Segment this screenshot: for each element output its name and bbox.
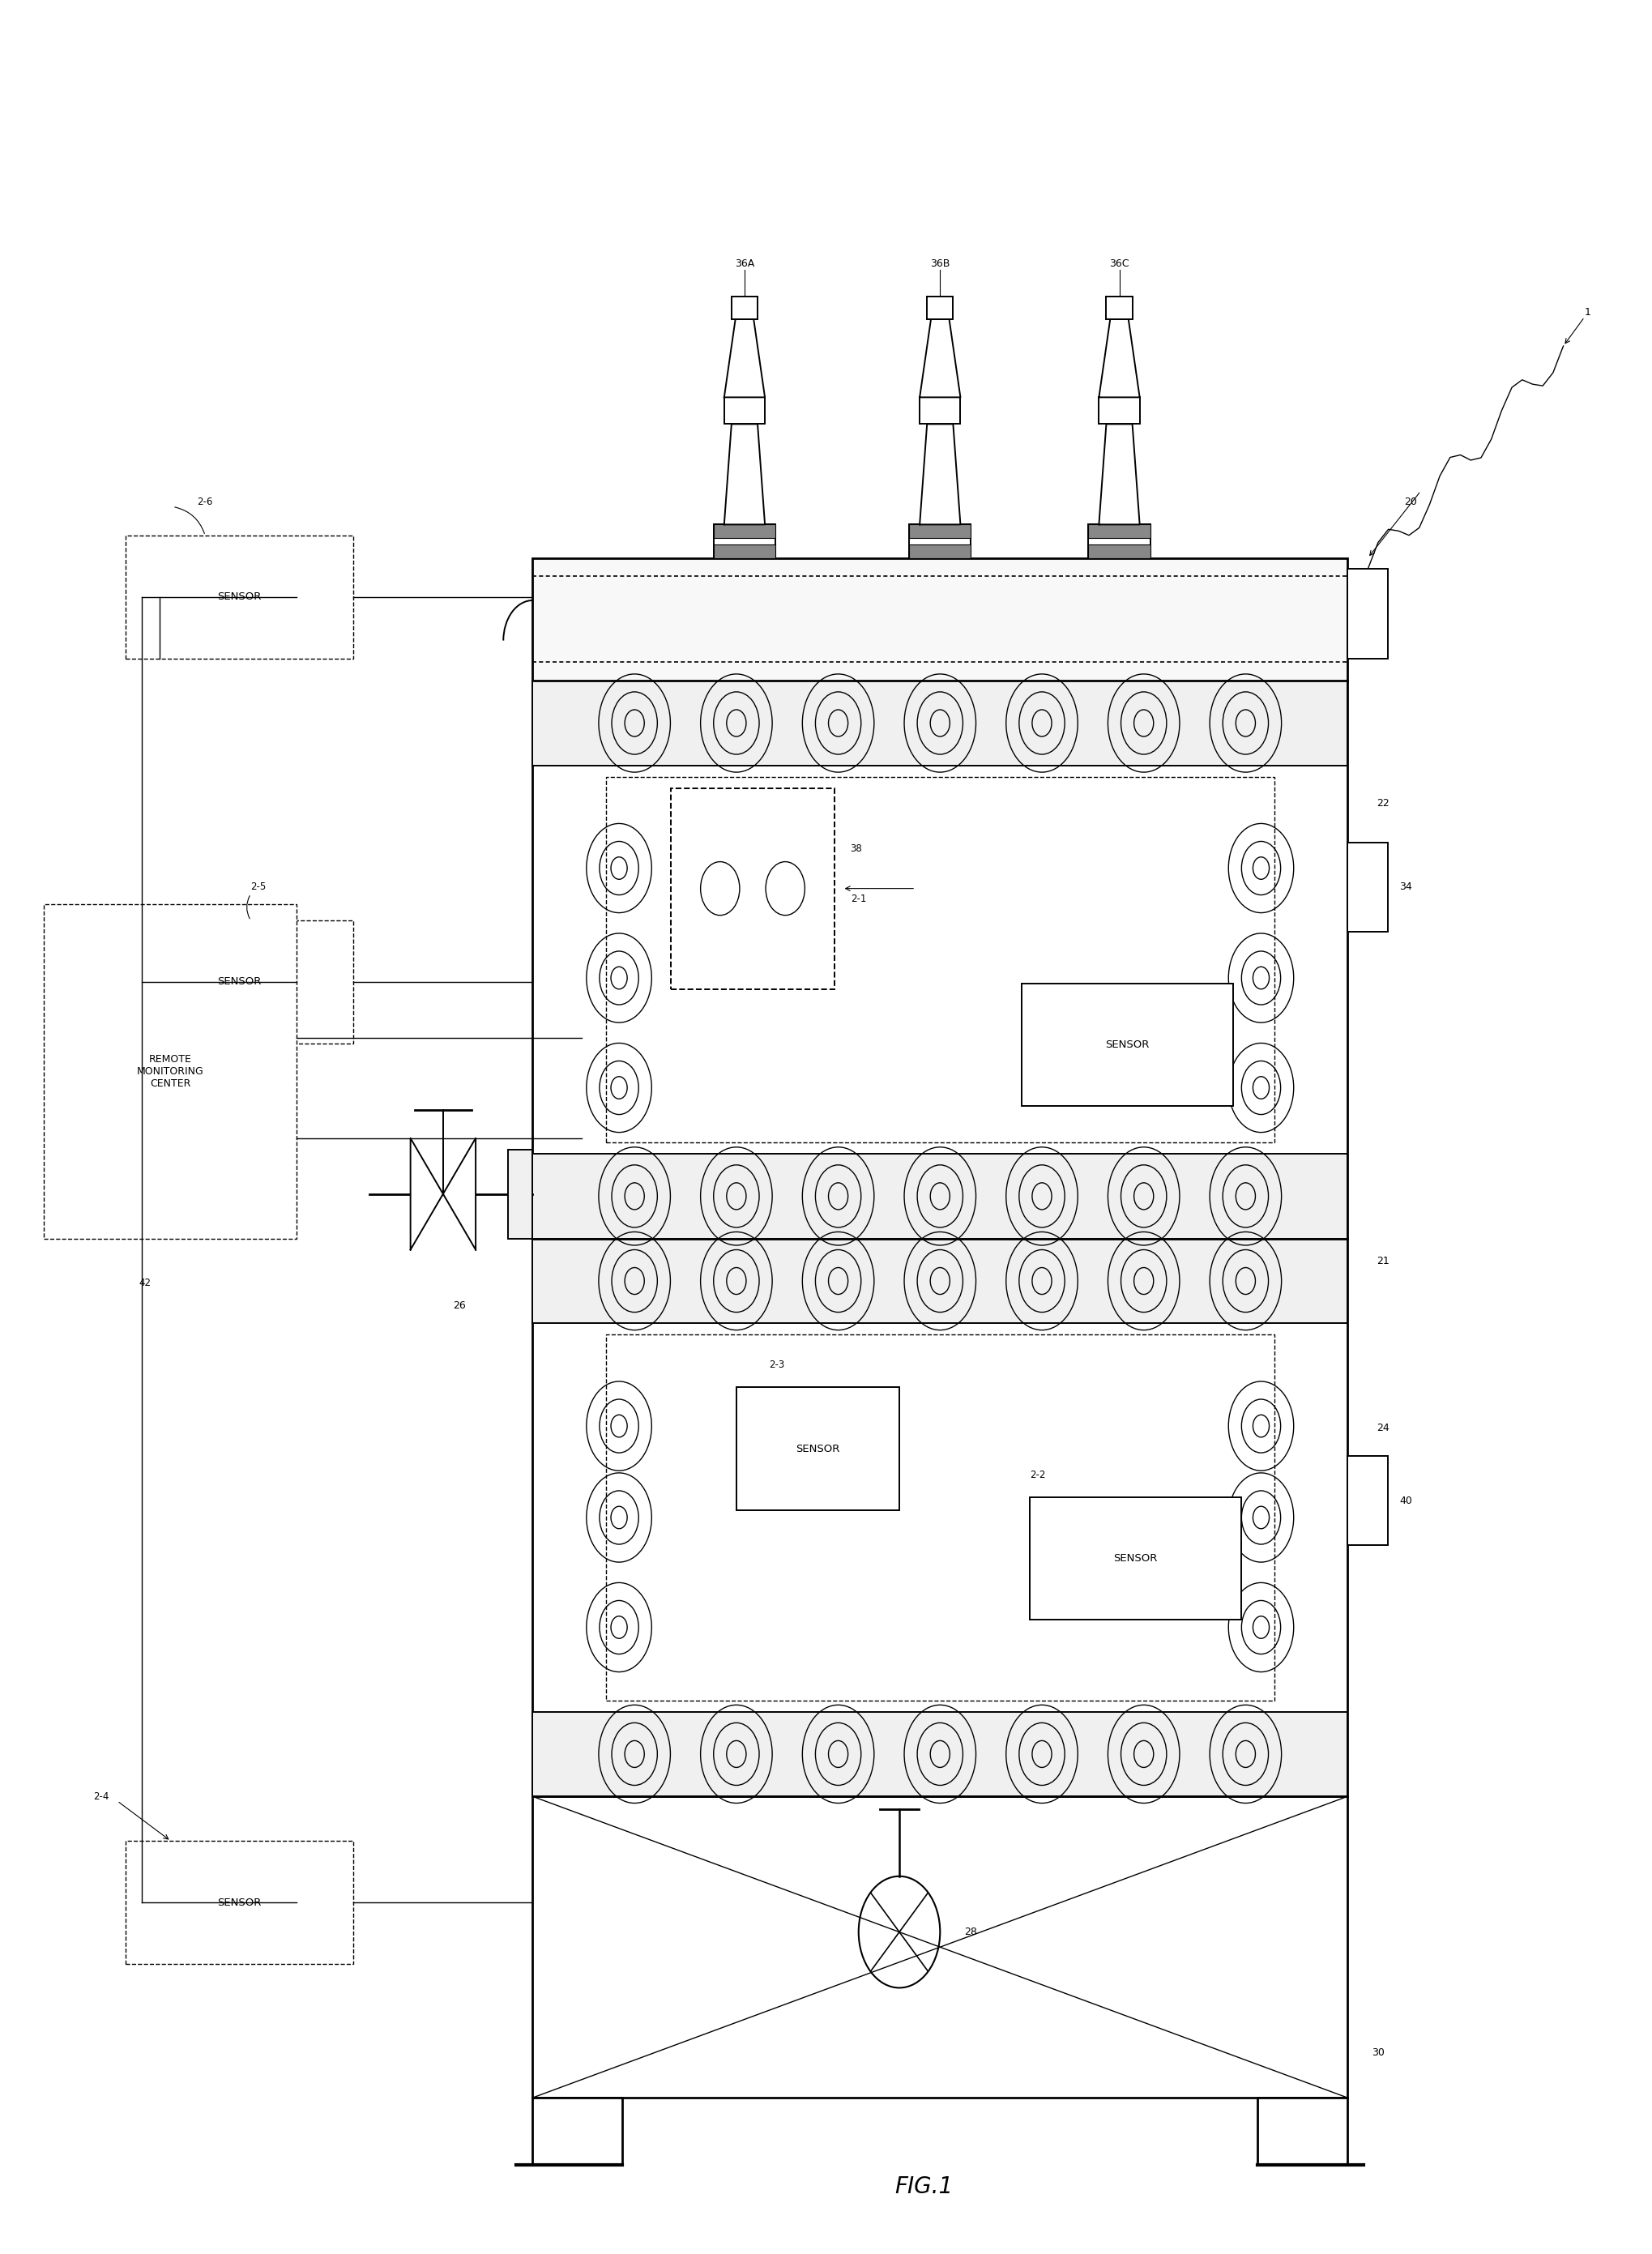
- Bar: [909, 525, 971, 539]
- Bar: [909, 525, 971, 559]
- Bar: [532, 1240, 1348, 1796]
- Text: 40: 40: [1399, 1494, 1412, 1506]
- Bar: [714, 525, 775, 539]
- Bar: [45, 904, 296, 1240]
- Bar: [724, 397, 765, 424]
- Text: 42: 42: [139, 1278, 150, 1289]
- Text: 2-6: 2-6: [197, 496, 213, 507]
- Text: FIG.1: FIG.1: [894, 2175, 953, 2198]
- Bar: [737, 1388, 899, 1510]
- Text: 21: 21: [1376, 1255, 1389, 1267]
- Text: 34: 34: [1399, 881, 1412, 893]
- Text: 36C: 36C: [1110, 259, 1130, 268]
- Text: 38: 38: [851, 843, 862, 854]
- Bar: [1257, 2098, 1348, 2164]
- Bar: [1089, 525, 1150, 539]
- Bar: [1089, 545, 1150, 559]
- Text: 22: 22: [1376, 798, 1389, 809]
- Text: 24: 24: [1376, 1422, 1389, 1434]
- Polygon shape: [1099, 320, 1140, 397]
- Text: 26: 26: [453, 1301, 466, 1312]
- Polygon shape: [724, 424, 765, 525]
- Bar: [532, 681, 1348, 1240]
- Polygon shape: [724, 320, 765, 397]
- Polygon shape: [920, 424, 960, 525]
- Bar: [920, 397, 960, 424]
- Text: 2-1: 2-1: [851, 893, 866, 904]
- Text: 2-3: 2-3: [768, 1359, 785, 1370]
- Text: SENSOR: SENSOR: [218, 1898, 261, 1907]
- Bar: [1021, 983, 1234, 1107]
- Bar: [1029, 1497, 1242, 1621]
- Text: SENSOR: SENSOR: [1113, 1553, 1158, 1564]
- Text: 1: 1: [1584, 307, 1591, 318]
- Bar: [532, 1711, 1348, 1796]
- Bar: [1099, 397, 1140, 424]
- Bar: [532, 1796, 1348, 2098]
- Text: 2-4: 2-4: [93, 1792, 109, 1801]
- Text: 2-2: 2-2: [1029, 1470, 1046, 1481]
- Bar: [532, 1240, 1348, 1323]
- Text: 20: 20: [1404, 496, 1417, 507]
- Text: 2-5: 2-5: [251, 881, 266, 893]
- Text: SENSOR: SENSOR: [1105, 1039, 1150, 1050]
- Bar: [126, 536, 354, 658]
- Text: 36A: 36A: [735, 259, 755, 268]
- Text: REMOTE
MONITORING
CENTER: REMOTE MONITORING CENTER: [137, 1055, 203, 1089]
- Bar: [126, 1842, 354, 1963]
- Text: 36B: 36B: [930, 259, 950, 268]
- Bar: [532, 559, 1348, 681]
- Text: 28: 28: [965, 1927, 978, 1936]
- Bar: [1348, 1456, 1388, 1546]
- Bar: [714, 545, 775, 559]
- Polygon shape: [410, 1138, 443, 1249]
- Polygon shape: [920, 320, 960, 397]
- Text: SENSOR: SENSOR: [796, 1443, 839, 1454]
- Text: SENSOR: SENSOR: [218, 976, 261, 987]
- Bar: [1089, 525, 1150, 559]
- Text: SENSOR: SENSOR: [218, 593, 261, 602]
- Bar: [1348, 843, 1388, 931]
- Text: 32: 32: [1376, 595, 1389, 606]
- Bar: [714, 525, 775, 559]
- Bar: [909, 545, 971, 559]
- Bar: [1107, 298, 1132, 320]
- Bar: [532, 681, 1348, 766]
- Polygon shape: [1099, 424, 1140, 525]
- Bar: [1348, 568, 1388, 658]
- Bar: [927, 298, 953, 320]
- Bar: [606, 778, 1274, 1143]
- Bar: [671, 789, 834, 990]
- Bar: [126, 920, 354, 1044]
- Bar: [732, 298, 758, 320]
- Bar: [532, 2098, 623, 2164]
- Polygon shape: [443, 1138, 476, 1249]
- Bar: [606, 1334, 1274, 1700]
- Bar: [532, 1154, 1348, 1240]
- Bar: [509, 1150, 532, 1240]
- Text: 30: 30: [1371, 2047, 1384, 2058]
